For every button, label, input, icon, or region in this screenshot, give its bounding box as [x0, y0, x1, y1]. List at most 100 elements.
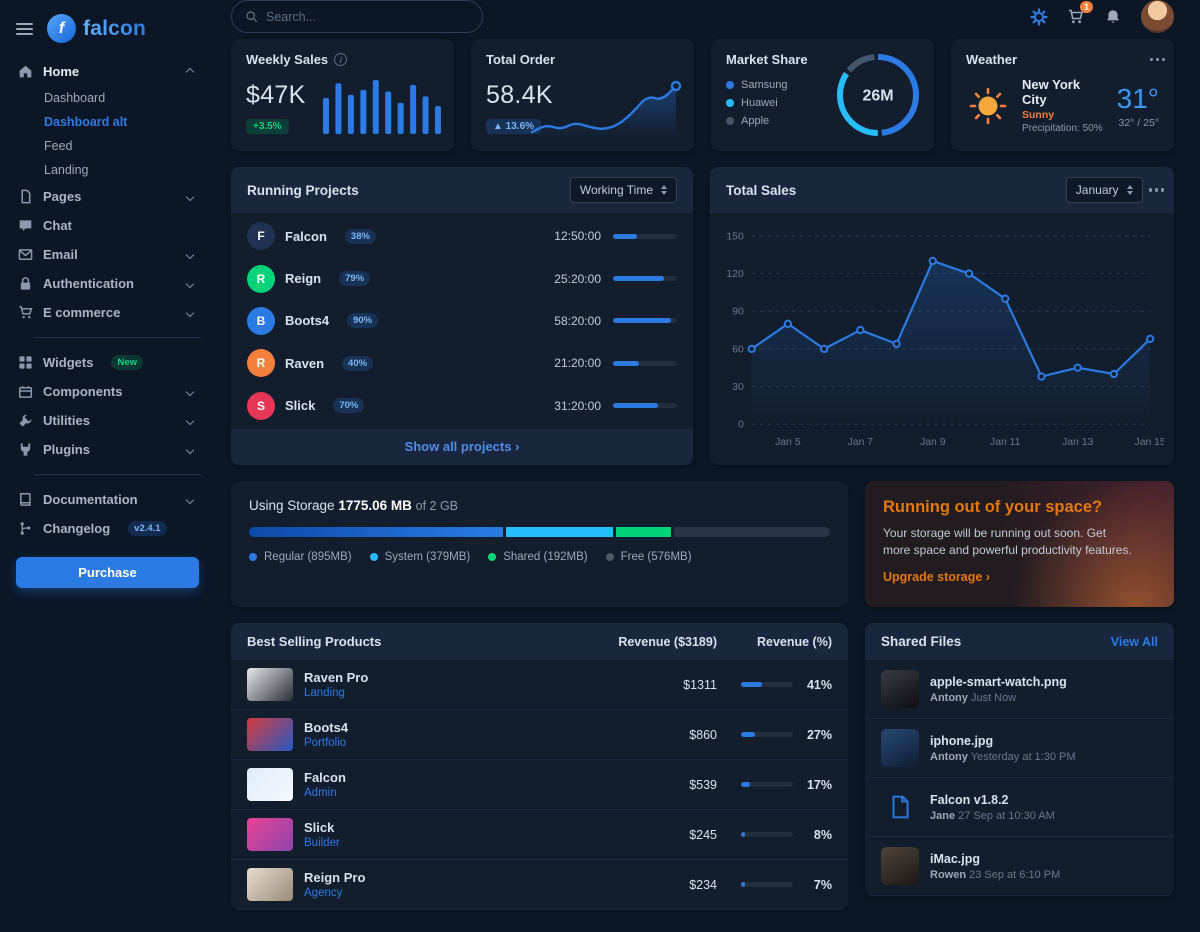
running-projects-header: Running Projects Working Time: [231, 167, 693, 213]
shared-file-row[interactable]: iMac.jpg Rowen 23 Sep at 6:10 PM: [865, 837, 1174, 896]
home-icon: [18, 64, 33, 79]
product-category-link[interactable]: Landing: [304, 687, 345, 699]
project-percent-badge: 90%: [347, 313, 379, 329]
legend-dot: [249, 553, 257, 561]
product-category-link[interactable]: Agency: [304, 887, 343, 899]
storage-card: Using Storage 1775.06 MB of 2 GB Regular…: [231, 481, 848, 607]
upgrade-storage-link[interactable]: Upgrade storage ›: [883, 569, 990, 584]
product-category-link[interactable]: Portfolio: [304, 737, 347, 749]
revenue-pct-column-header: Revenue (%): [756, 634, 832, 649]
legend-label: Samsung: [741, 79, 788, 91]
product-revenue: $1311: [683, 677, 717, 692]
sidebar-item-documentation[interactable]: Documentation: [10, 485, 205, 514]
project-progress-bar[interactable]: [613, 403, 677, 409]
sidebar-item-changelog[interactable]: Changelog v2.4.1: [10, 514, 205, 543]
product-thumbnail[interactable]: [247, 818, 293, 851]
product-name[interactable]: Raven Pro: [304, 670, 369, 685]
product-name[interactable]: Reign Pro: [304, 870, 366, 885]
shared-file-meta: Rowen 23 Sep at 6:10 PM: [930, 868, 1061, 881]
project-progress-bar[interactable]: [613, 318, 677, 324]
product-category-link[interactable]: Builder: [304, 837, 340, 849]
sidebar-item-plugins[interactable]: Plugins: [10, 435, 205, 464]
product-row: Falcon Admin $539 17%: [231, 760, 848, 810]
product-percent-cell: 8%: [717, 828, 832, 842]
hamburger-menu-icon[interactable]: [16, 22, 33, 35]
shared-file-text: Falcon v1.8.2 Jane 27 Sep at 10:30 AM: [930, 793, 1055, 822]
project-progress-bar[interactable]: [613, 360, 677, 366]
shared-file-name[interactable]: iphone.jpg: [930, 733, 994, 748]
sidebar-item-authentication[interactable]: Authentication: [10, 269, 205, 298]
chevron-down-icon: [185, 416, 195, 425]
product-cell: Falcon Admin: [247, 768, 567, 801]
product-name[interactable]: Slick: [304, 820, 335, 835]
sidebar-item-dashboard[interactable]: Dashboard: [44, 91, 106, 105]
settings-gear-icon[interactable]: [1030, 7, 1048, 26]
sidebar-item-widgets[interactable]: Widgets New: [10, 348, 205, 377]
shared-file-row[interactable]: iphone.jpg Antony Yesterday at 1:30 PM: [865, 719, 1174, 778]
best-selling-list: Raven Pro Landing $1311 41% Boots4 Portfolio $…: [231, 660, 848, 910]
sidebar-item-pages[interactable]: Pages: [10, 182, 205, 211]
storage-summary: Using Storage 1775.06 MB of 2 GB: [249, 498, 459, 513]
promo-body: Your storage will be running out soon. G…: [883, 526, 1132, 558]
product-thumbnail[interactable]: [247, 668, 293, 701]
storage-legend-item: Free (576MB): [605, 551, 692, 563]
notifications-bell-icon[interactable]: [1104, 8, 1122, 26]
search-bar[interactable]: [231, 0, 483, 33]
sidebar-item-e-commerce[interactable]: E commerce: [10, 298, 205, 327]
sidebar-item-feed[interactable]: Feed: [44, 139, 73, 153]
shared-files-list: apple-smart-watch.png Antony Just Now ipho…: [865, 660, 1174, 896]
show-all-projects-link[interactable]: Show all projects ›: [404, 439, 520, 454]
sidebar-item-components[interactable]: Components: [10, 377, 205, 406]
sidebar-item-utilities[interactable]: Utilities: [10, 406, 205, 435]
product-thumbnail[interactable]: [247, 868, 293, 901]
info-icon[interactable]: i: [334, 53, 348, 66]
product-category-link[interactable]: Admin: [304, 787, 337, 799]
weather-card: Weather New York City Sunny Precipitatio…: [951, 39, 1174, 151]
working-time-select[interactable]: Working Time: [569, 177, 677, 203]
lock-icon: [18, 276, 33, 291]
month-select[interactable]: January: [1065, 177, 1143, 203]
product-name[interactable]: Boots4: [304, 720, 349, 735]
weather-menu-dots-icon[interactable]: [1155, 57, 1159, 62]
view-all-link[interactable]: View All: [1110, 634, 1158, 649]
project-name: Boots4: [285, 313, 330, 329]
product-thumbnail[interactable]: [247, 718, 293, 751]
user-avatar[interactable]: [1141, 0, 1174, 33]
shared-file-name[interactable]: apple-smart-watch.png: [930, 674, 1067, 689]
product-thumbnail[interactable]: [247, 768, 293, 801]
svg-text:Jan 5: Jan 5: [775, 437, 801, 448]
search-input[interactable]: [266, 9, 469, 24]
project-progress-bar[interactable]: [613, 233, 677, 239]
sidebar-item-home[interactable]: Home: [10, 57, 205, 86]
shared-file-name[interactable]: Falcon v1.8.2: [930, 792, 1009, 807]
product-percent-cell: 41%: [717, 678, 832, 692]
brand-logo[interactable]: f falcon: [47, 14, 146, 43]
storage-segment-system: [505, 527, 614, 537]
storage-legend-item: Shared (192MB): [488, 551, 588, 563]
shared-file-name[interactable]: iMac.jpg: [930, 851, 981, 866]
shared-file-row[interactable]: apple-smart-watch.png Antony Just Now: [865, 660, 1174, 719]
chevron-down-icon: [185, 192, 195, 201]
sidebar-item-label: Plugins: [43, 442, 90, 457]
product-percent-bar: [741, 682, 793, 687]
sidebar-item-landing[interactable]: Landing: [44, 163, 89, 177]
total-order-value: 58.4K: [486, 81, 553, 109]
product-revenue: $860: [689, 727, 717, 742]
cart-icon[interactable]: 1: [1067, 0, 1093, 26]
sidebar-item-email[interactable]: Email: [10, 240, 205, 269]
project-avatar: R: [247, 349, 275, 378]
total-order-card: Total Order 58.4K ▲ 13.6%: [471, 39, 694, 151]
storage-used: 1775.06 MB: [338, 498, 412, 513]
sidebar-item-chat[interactable]: Chat: [10, 211, 205, 240]
purchase-button[interactable]: Purchase: [16, 557, 199, 588]
project-progress-bar[interactable]: [613, 276, 677, 282]
product-cell: Slick Builder: [247, 818, 567, 851]
product-row: Slick Builder $245 8%: [231, 810, 848, 860]
legend-dot: [369, 553, 378, 561]
shared-file-text: iphone.jpg Antony Yesterday at 1:30 PM: [930, 734, 1076, 763]
sidebar-item-dashboard-alt[interactable]: Dashboard alt: [44, 115, 128, 129]
total-sales-menu-dots-icon[interactable]: [1154, 188, 1158, 192]
product-percent-bar: [741, 832, 793, 837]
product-name[interactable]: Falcon: [304, 770, 346, 785]
shared-file-row[interactable]: Falcon v1.8.2 Jane 27 Sep at 10:30 AM: [865, 778, 1174, 837]
